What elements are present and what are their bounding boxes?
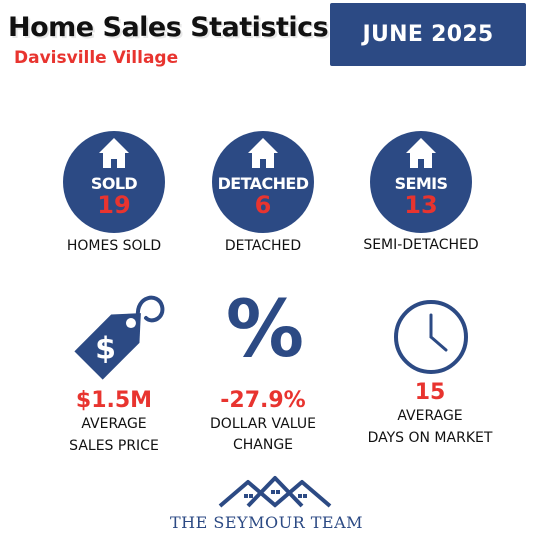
dollar-change-value: -27.9% (220, 388, 306, 413)
semis-value: 13 (404, 191, 438, 219)
days-on-market-caption-line1: AVERAGE (397, 408, 463, 424)
detached-value: 6 (254, 191, 272, 219)
rooftops-logo-icon (218, 476, 332, 508)
detached-caption: DETACHED (224, 238, 302, 254)
days-on-market-value: 15 (414, 380, 446, 405)
month-badge: JUNE 2025 (330, 3, 526, 66)
avg-price-caption-line2: SALES PRICE (69, 438, 159, 454)
days-on-market-caption-line2: DAYS ON MARKET (367, 430, 493, 446)
homes-sold-caption: HOMES SOLD (66, 238, 162, 254)
detached-label: DETACHED (217, 174, 309, 193)
price-tag-icon: $ (74, 295, 165, 380)
detached-circle: DETACHED 6 (212, 131, 314, 233)
house-icon (248, 138, 278, 168)
logo-wordmark: THE SEYMOUR TEAM (170, 513, 363, 532)
house-icon (99, 138, 129, 168)
sold-value: 19 (97, 191, 131, 219)
page-title: Home Sales Statistics (8, 12, 329, 43)
semi-detached-caption: SEMI-DETACHED (363, 237, 479, 253)
sold-label: SOLD (90, 174, 138, 193)
clock-icon (394, 300, 468, 374)
avg-price-value: $1.5M (75, 388, 153, 413)
percent-icon: % (225, 285, 305, 375)
semis-circle: SEMIS 13 (370, 131, 472, 233)
svg-text:$: $ (95, 331, 116, 366)
dollar-change-caption-line1: DOLLAR VALUE (210, 416, 316, 432)
semis-label: SEMIS (394, 174, 448, 193)
month-label: JUNE 2025 (362, 22, 494, 47)
sold-circle: SOLD 19 (63, 131, 165, 233)
dollar-change-caption-line2: CHANGE (232, 437, 294, 453)
house-icon (406, 138, 436, 168)
avg-price-caption-line1: AVERAGE (81, 416, 147, 432)
neighbourhood-subtitle: Davisville Village (14, 48, 179, 68)
